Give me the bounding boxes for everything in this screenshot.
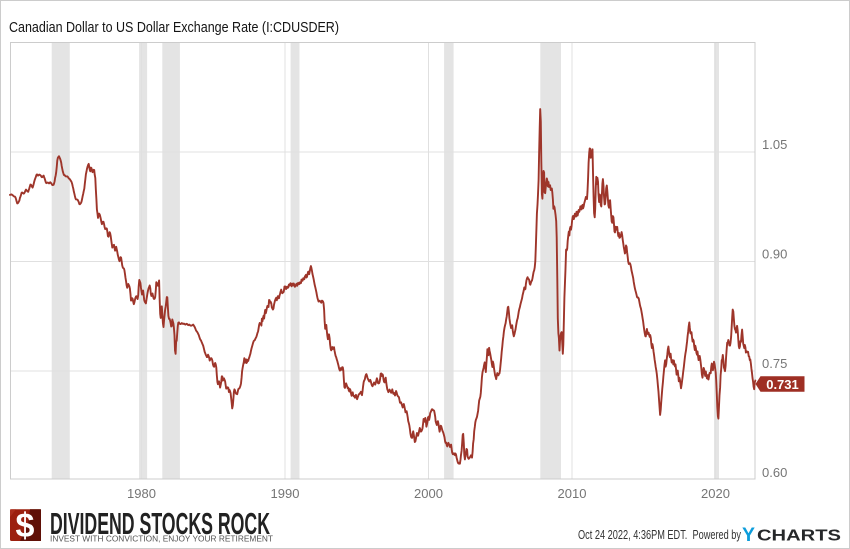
svg-text:1990: 1990: [271, 486, 300, 501]
svg-text:INVEST WITH CONVICTION, ENJOY: INVEST WITH CONVICTION, ENJOY YOUR RETIR…: [50, 534, 274, 544]
svg-text:CHARTS: CHARTS: [757, 528, 841, 545]
svg-text:Canadian Dollar to US Dollar E: Canadian Dollar to US Dollar Exchange Ra…: [9, 20, 339, 36]
svg-text:DIVIDEND STOCKS ROCK: DIVIDEND STOCKS ROCK: [50, 506, 270, 541]
svg-text:0.90: 0.90: [762, 247, 787, 262]
svg-text:0.731: 0.731: [766, 377, 799, 392]
svg-text:0.75: 0.75: [762, 356, 787, 371]
svg-text:1.05: 1.05: [762, 137, 787, 152]
svg-text:Oct 24 2022, 4:36PM EDT. Powe: Oct 24 2022, 4:36PM EDT. Powered by: [578, 528, 742, 542]
svg-text:0.60: 0.60: [762, 465, 787, 480]
svg-text:1980: 1980: [127, 486, 156, 501]
svg-text:2010: 2010: [558, 486, 587, 501]
svg-text:2020: 2020: [701, 486, 730, 501]
svg-text:$: $: [16, 507, 35, 545]
svg-text:Y: Y: [742, 524, 755, 546]
svg-text:2000: 2000: [414, 486, 443, 501]
